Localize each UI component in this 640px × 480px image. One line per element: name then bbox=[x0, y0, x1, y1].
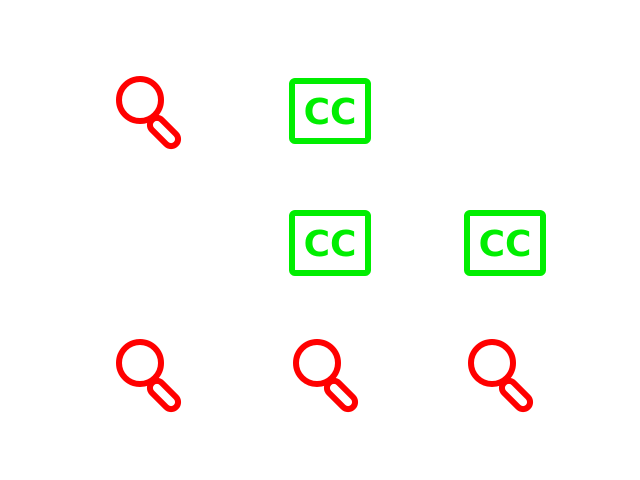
cc-label: CC bbox=[479, 224, 532, 265]
cc-label: CC bbox=[304, 92, 357, 133]
search-icon bbox=[457, 328, 547, 418]
search-icon bbox=[105, 328, 195, 418]
search-icon bbox=[105, 65, 195, 155]
search-icon bbox=[282, 328, 372, 418]
closed-captions-icon: CC bbox=[460, 198, 550, 288]
cc-label: CC bbox=[304, 224, 357, 265]
closed-captions-icon: CC bbox=[285, 198, 375, 288]
closed-captions-icon: CC bbox=[285, 66, 375, 156]
